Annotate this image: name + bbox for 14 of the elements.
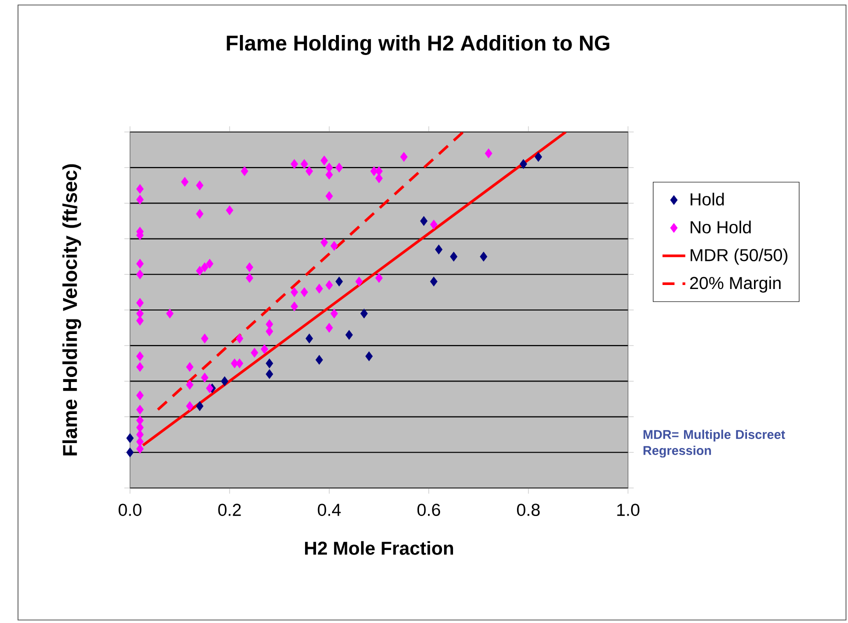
legend-label: Hold (690, 192, 724, 206)
chart-title: Flame Holding with H2 Addition to NG (226, 35, 610, 55)
x-tick-label: 0.4 (318, 504, 341, 516)
legend-label: MDR (50/50) (690, 248, 788, 265)
x-tick-label: 0.2 (218, 504, 241, 516)
x-tick-label: 0.8 (517, 504, 540, 516)
legend-label: 20% Margin (690, 276, 781, 293)
legend-label: No Hold (690, 220, 751, 234)
x-tick-label: 0.0 (118, 504, 142, 516)
x-axis-title: H2 Mole Fraction (305, 541, 454, 555)
y-axis-title: Flame Holding Velocity (ft/sec) (62, 164, 82, 456)
text: MDR= Multiple Discreet Regression (644, 430, 786, 458)
x-tick-label: 1.0 (617, 504, 640, 516)
x-tick-label: 0.6 (417, 504, 440, 516)
